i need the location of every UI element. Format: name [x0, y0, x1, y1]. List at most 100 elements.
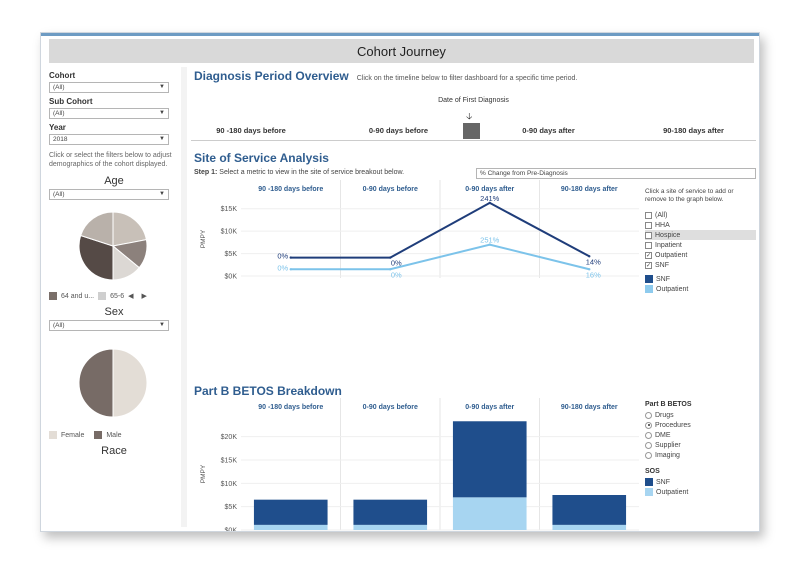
data-label: 0%	[391, 270, 402, 279]
sex-pie-chart[interactable]	[49, 331, 174, 431]
column-header: 90-180 days after	[561, 404, 618, 411]
checkbox-checked[interactable]: ✓	[645, 251, 652, 259]
betos-legend-title: Part B BETOS	[645, 401, 692, 408]
year-label: Year	[49, 123, 66, 132]
radio-button[interactable]	[645, 441, 652, 449]
age-label: Age	[104, 175, 124, 187]
y-tick-label: $15K	[221, 206, 238, 213]
sos-filter-hha[interactable]: HHA	[645, 220, 756, 230]
betos-option-label: Procedures	[655, 421, 691, 429]
legend-label: SNF	[656, 478, 670, 486]
y-tick-label: $0K	[225, 274, 238, 281]
checkbox[interactable]	[645, 211, 652, 219]
age-legend-item[interactable]: 65-6	[110, 292, 125, 300]
data-point	[588, 255, 591, 258]
sex-value: (All)	[53, 322, 65, 329]
legend-swatch	[645, 478, 653, 486]
chevron-right-icon[interactable]: ▶	[141, 293, 147, 300]
sos-filter-label: Inpatient	[655, 241, 682, 249]
sos-legend-snf: SNF	[645, 274, 756, 284]
subcohort-select[interactable]: (All) ▼	[49, 108, 169, 119]
overview-header: Diagnosis Period Overview Click on the t…	[194, 69, 577, 83]
cohort-select[interactable]: (All) ▼	[49, 82, 169, 93]
legend-swatch	[645, 285, 653, 293]
pie-slice	[78, 234, 114, 281]
step-text: Select a metric to view in the site of s…	[219, 169, 405, 176]
bar-outpatient	[253, 524, 328, 530]
timeline-period-2[interactable]: 0-90 days before	[368, 126, 429, 135]
chevron-down-icon: ▼	[159, 322, 165, 328]
sex-select[interactable]: (All) ▼	[49, 320, 169, 331]
checkbox[interactable]	[645, 241, 652, 249]
data-label: 0%	[277, 263, 288, 272]
timeline-label: Date of First Diagnosis	[438, 97, 509, 104]
betos-legend-snf: SNF	[645, 477, 756, 487]
sos-filter-label: HHA	[655, 221, 670, 229]
sos-filter-hint: Click a site of service to add or remove…	[645, 188, 734, 203]
year-select[interactable]: 2018 ▼	[49, 134, 169, 145]
y-axis-label: PMPY	[200, 229, 207, 248]
betos-option-imaging[interactable]: Imaging	[645, 450, 756, 460]
overview-note: Click on the timeline below to filter da…	[356, 75, 578, 82]
age-select[interactable]: (All) ▼	[49, 189, 169, 200]
data-label: 0%	[391, 259, 402, 268]
metric-select[interactable]: % Change from Pre-Diagnosis	[476, 168, 756, 179]
chevron-down-icon: ▼	[159, 191, 165, 197]
betos-option-supplier[interactable]: Supplier	[645, 440, 756, 450]
bar-snf	[552, 495, 627, 525]
data-label: 251%	[480, 236, 500, 245]
sos-filter-hospice[interactable]: Hospice	[645, 230, 756, 240]
y-tick-label: $10K	[221, 481, 238, 488]
betos-title: Part B BETOS Breakdown	[194, 384, 342, 398]
sos-filter-label: Outpatient	[655, 251, 688, 259]
radio-button-selected[interactable]	[645, 421, 652, 429]
timeline-marker[interactable]	[463, 123, 480, 139]
timeline-period-3[interactable]: 0-90 days after	[522, 126, 575, 135]
checkbox[interactable]	[645, 221, 652, 229]
timeline-period-4[interactable]: 90-180 days after	[663, 126, 724, 135]
y-tick-label: $10K	[221, 229, 238, 236]
chevron-left-icon[interactable]: ◀	[128, 293, 134, 300]
betos-option-dme[interactable]: DME	[645, 430, 756, 440]
series-line-snf	[290, 201, 590, 259]
betos-option-procedures[interactable]: Procedures	[645, 420, 756, 430]
sex-legend-item[interactable]: Male	[106, 431, 122, 439]
radio-button[interactable]	[645, 411, 652, 419]
sos-filter-label: (All)	[655, 211, 668, 219]
age-value: (All)	[53, 191, 65, 198]
checkbox[interactable]	[645, 231, 652, 239]
legend-label: SNF	[656, 275, 670, 283]
sos-filter-all[interactable]: (All)	[645, 210, 756, 220]
sos-filter-outpatient[interactable]: ✓ Outpatient	[645, 250, 756, 260]
y-tick-label: $5K	[225, 251, 238, 258]
checkbox-checked[interactable]: ✓	[645, 261, 652, 269]
timeline-period-1[interactable]: 90 -180 days before	[216, 126, 286, 135]
column-header: 90 -180 days before	[258, 404, 323, 411]
chevron-down-icon: ▼	[159, 84, 165, 90]
metric-value: % Change from Pre-Diagnosis	[480, 170, 568, 177]
radio-button[interactable]	[645, 451, 652, 459]
chevron-down-icon: ▼	[159, 110, 165, 116]
legend-label: Outpatient	[656, 488, 689, 496]
radio-button[interactable]	[645, 431, 652, 439]
sos-filter-label: SNF	[655, 261, 669, 269]
betos-legend-outpatient: Outpatient	[645, 487, 756, 497]
sos-filter-inpatient[interactable]: Inpatient	[645, 240, 756, 250]
betos-option-drugs[interactable]: Drugs	[645, 410, 756, 420]
sex-legend-swatch	[94, 431, 103, 439]
y-tick-label: $15K	[221, 458, 238, 465]
sex-legend-item[interactable]: Female	[61, 431, 85, 439]
bar-snf	[353, 499, 428, 525]
data-point	[389, 256, 392, 259]
pie-slice	[80, 211, 114, 247]
dashboard-frame: Cohort Journey Cohort (All) ▼ Sub Cohort …	[40, 32, 760, 532]
betos-option-label: Supplier	[655, 441, 681, 449]
sos-step: Step 1: Select a metric to view in the s…	[194, 169, 404, 176]
data-label: 14%	[586, 257, 601, 266]
sos-filter-snf[interactable]: ✓ SNF	[645, 260, 756, 270]
y-tick-label: $0K	[225, 528, 238, 533]
age-legend-item[interactable]: 64 and u...	[61, 292, 95, 300]
betos-option-label: DME	[655, 431, 671, 439]
age-pie-chart[interactable]	[49, 200, 174, 292]
filter-sidebar: Cohort (All) ▼ Sub Cohort (All) ▼ Year 201…	[49, 67, 179, 527]
